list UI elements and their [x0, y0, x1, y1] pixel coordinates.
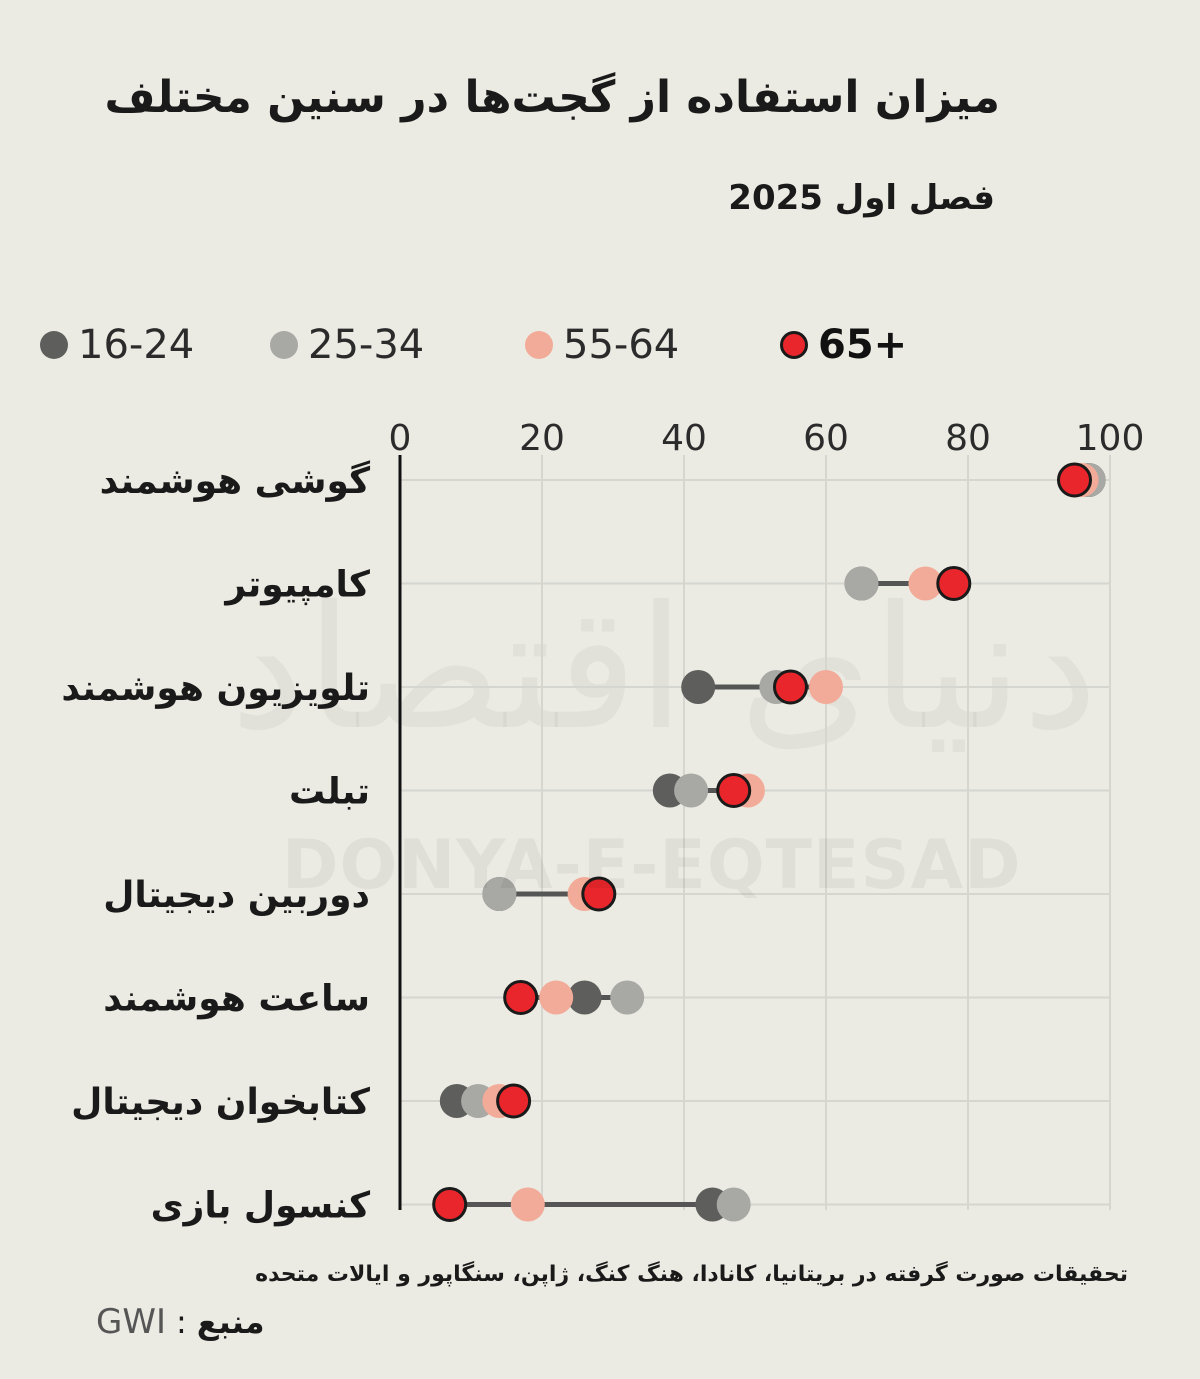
x-tick-label: 60 — [803, 418, 849, 459]
legend-swatch — [525, 331, 553, 359]
category-label: گوشی هوشمند — [100, 460, 370, 502]
data-point-65plus — [432, 1187, 468, 1222]
tick-layer: 0 20 40 60 80 100 — [389, 418, 1145, 459]
data-point-25-34 — [844, 566, 879, 601]
x-tick-label: 0 — [389, 418, 412, 459]
legend-item: 65+ — [780, 315, 907, 375]
data-point-65plus — [581, 876, 617, 912]
watermark-logo: دنیای اقتصاد — [230, 570, 1098, 768]
category-label: تلویزیون هوشمند — [61, 668, 370, 709]
data-point-55-64 — [809, 670, 843, 704]
source-value: GWI — [96, 1302, 166, 1342]
data-point-55-64 — [539, 980, 574, 1015]
category-label: کامپیوتر — [223, 565, 370, 606]
data-point-65plus — [1057, 462, 1092, 498]
source-separator: : — [176, 1303, 187, 1341]
category-label: کنسول بازی — [151, 1186, 370, 1227]
point-layer — [432, 462, 1106, 1222]
data-point-55-64 — [510, 1187, 545, 1222]
legend-swatch — [780, 331, 808, 359]
legend-swatch — [40, 331, 68, 359]
x-tick-label: 20 — [519, 418, 565, 459]
data-point-65plus — [773, 669, 808, 705]
x-tick-label: 100 — [1076, 418, 1145, 459]
legend-item: 55-64 — [525, 315, 679, 375]
legend-item: 25-34 — [270, 315, 424, 375]
x-tick-label: 40 — [661, 418, 707, 459]
category-label: تبلت — [289, 772, 370, 813]
category-label: دوربین دیجیتال — [103, 875, 370, 916]
chart-subtitle: فصل اول 2025 — [728, 178, 995, 218]
category-label: کتابخوان دیجیتال — [71, 1082, 370, 1123]
data-point-55-64 — [908, 566, 943, 601]
data-point-65plus — [503, 980, 539, 1015]
data-point-65plus — [936, 566, 972, 601]
data-point-25-34 — [610, 980, 645, 1015]
chart-title: میزان استفاده از گجت‌ها در سنین مختلف — [104, 72, 1000, 123]
source: GWI : منبع — [96, 1302, 265, 1342]
legend-label: 55-64 — [563, 322, 680, 368]
footer-note: تحقیقات صورت گرفته در بریتانیا، کانادا، … — [255, 1262, 1128, 1287]
watermark-text: DONYA-E-EQTESAD — [282, 826, 1022, 905]
legend-label: 16-24 — [78, 322, 195, 368]
legend-label: 65+ — [818, 322, 908, 368]
data-point-16-24 — [681, 670, 716, 704]
category-label: ساعت هوشمند — [103, 979, 370, 1020]
data-point-65plus — [496, 1083, 532, 1119]
data-point-25-34 — [716, 1187, 751, 1222]
x-tick-label: 80 — [945, 418, 991, 459]
data-point-25-34 — [482, 877, 517, 911]
legend: 16-24 25-34 55-64 65+ — [40, 315, 940, 375]
category-label-layer: گوشی هوشمند کامپیوتر تلویزیون هوشمند تبلت دو… — [61, 460, 370, 1227]
data-point-65plus — [716, 773, 752, 808]
legend-item: 16-24 — [40, 315, 194, 375]
data-point-25-34 — [674, 773, 709, 808]
source-label: منبع — [196, 1303, 265, 1341]
data-point-16-24 — [567, 980, 602, 1015]
legend-label: 25-34 — [308, 322, 425, 368]
legend-swatch — [270, 331, 298, 359]
